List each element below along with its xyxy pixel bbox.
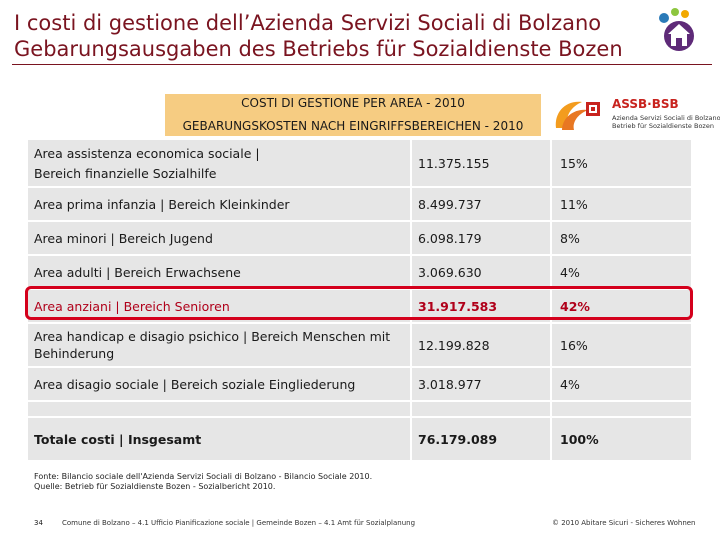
table-total-row: Totale costi | Insgesamt 76.179.089 100% (28, 418, 691, 462)
amount-cell: 3.018.977 (418, 376, 482, 392)
footer-office: Comune di Bolzano – 4.1 Ufficio Pianific… (62, 519, 416, 527)
highlight-frame (25, 286, 693, 320)
source-italian: Fonte: Bilancio sociale dell'Azienda Ser… (34, 472, 373, 481)
percent-cell: 4% (560, 376, 580, 392)
amount-cell: 12.199.828 (418, 337, 490, 353)
amount-cell: 11.375.155 (418, 155, 490, 171)
area-cell: Area prima infanzia | Bereich Kleinkinde… (34, 196, 290, 212)
table-row: Area minori | Bereich Jugend 6.098.179 8… (28, 222, 691, 256)
amount-cell: 6.098.179 (418, 230, 482, 246)
percent-cell: 16% (560, 337, 588, 353)
area-cell: Area disagio sociale | Bereich soziale E… (34, 376, 356, 392)
table-row: Area prima infanzia | Bereich Kleinkinde… (28, 188, 691, 222)
page-title: I costi di gestione dell’Azienda Servizi… (14, 10, 623, 62)
amount-cell: 8.499.737 (418, 196, 482, 212)
table-row: Area disagio sociale | Bereich soziale E… (28, 368, 691, 402)
percent-cell: 42% (560, 298, 590, 314)
source-german: Quelle: Betrieb für Sozialdienste Bozen … (34, 482, 276, 491)
table-row: Area handicap e disagio psichico | Berei… (28, 324, 691, 368)
area-label-line1: Area assistenza economica sociale | (34, 146, 260, 161)
brand-subtitle-italian: Azienda Servizi Sociali di Bolzano (612, 114, 720, 122)
percent-cell: 4% (560, 264, 580, 280)
table-spacer-row (28, 402, 691, 418)
table-row: Area assistenza economica sociale | Bere… (28, 140, 691, 188)
percent-cell: 15% (560, 155, 588, 171)
area-label-line2: Bereich finanzielle Sozialhilfe (34, 166, 217, 181)
house-logo-icon (659, 8, 694, 51)
area-cell: Area minori | Bereich Jugend (34, 230, 213, 246)
total-percent: 100% (560, 431, 599, 447)
title-divider (12, 64, 712, 65)
table-row: Area adulti | Bereich Erwachsene 3.069.6… (28, 256, 691, 290)
area-cell: Area handicap e disagio psichico | Berei… (34, 329, 391, 361)
percent-cell: 8% (560, 230, 580, 246)
amount-cell: 31.917.583 (418, 298, 498, 314)
table-header-italian: COSTI DI GESTIONE PER AREA - 2010 (165, 94, 541, 112)
assb-emblem-icon (555, 101, 600, 130)
area-cell: Area anziani | Bereich Senioren (34, 298, 230, 314)
source-note: Fonte: Bilancio sociale dell'Azienda Ser… (34, 472, 372, 492)
title-line-italian: I costi di gestione dell’Azienda Servizi… (14, 11, 602, 35)
table-header-german: GEBARUNGSKOSTEN NACH EINGRIFFSBEREICHEN … (165, 112, 541, 136)
amount-cell: 3.069.630 (418, 264, 482, 280)
assb-brand-logo: ASSB·BSB Azienda Servizi Sociali di Bolz… (548, 94, 720, 136)
area-cell: Area adulti | Bereich Erwachsene (34, 264, 241, 280)
total-label: Totale costi | Insgesamt (34, 431, 202, 447)
page-number: 34 (34, 519, 43, 527)
footer-copyright: © 2010 Abitare Sicuri - Sicheres Wohnen (552, 519, 696, 527)
brand-name: ASSB·BSB (612, 97, 679, 111)
percent-cell: 11% (560, 196, 588, 212)
total-amount: 76.179.089 (418, 431, 498, 447)
brand-subtitle-german: Betrieb für Sozialdienste Bozen (612, 122, 714, 130)
title-line-german: Gebarungsausgaben des Betriebs für Sozia… (14, 37, 623, 61)
area-cell: Area assistenza economica sociale | Bere… (28, 140, 412, 186)
